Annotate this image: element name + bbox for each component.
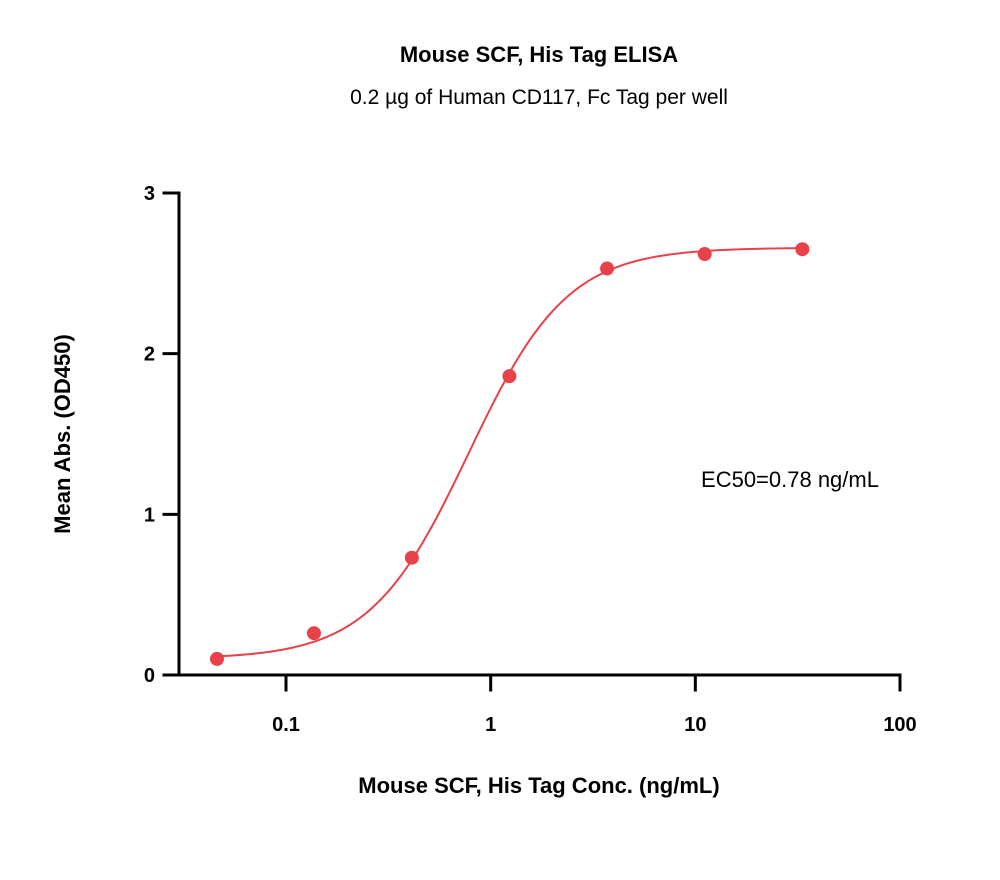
y-tick-label: 1 [144, 504, 155, 526]
fit-curve [216, 247, 803, 658]
y-tick-label: 2 [144, 344, 155, 366]
data-point [306, 626, 321, 641]
x-tick-label: 0.1 [272, 714, 300, 736]
y-axis-title: Mean Abs. (OD450) [50, 334, 75, 534]
ec50-annotation: EC50=0.78 ng/mL [701, 467, 879, 492]
x-tick-label: 10 [684, 714, 706, 736]
x-tick-label: 100 [883, 714, 916, 736]
data-point [502, 369, 517, 384]
data-point [404, 550, 419, 565]
data-point [600, 261, 615, 276]
x-tick-label: 1 [485, 714, 496, 736]
chart-subtitle: 0.2 µg of Human CD117, Fc Tag per well [350, 86, 728, 109]
chart-title: Mouse SCF, His Tag ELISA [400, 42, 678, 67]
x-axis-title: Mouse SCF, His Tag Conc. (ng/mL) [358, 773, 719, 798]
y-tick-label: 0 [144, 665, 155, 687]
data-point [697, 247, 712, 262]
y-tick-label: 3 [144, 183, 155, 205]
axes: 0 1 2 3 0.1 1 10 100 [144, 183, 917, 736]
data-point [795, 242, 810, 257]
data-point [209, 651, 224, 666]
data-points [209, 242, 810, 666]
